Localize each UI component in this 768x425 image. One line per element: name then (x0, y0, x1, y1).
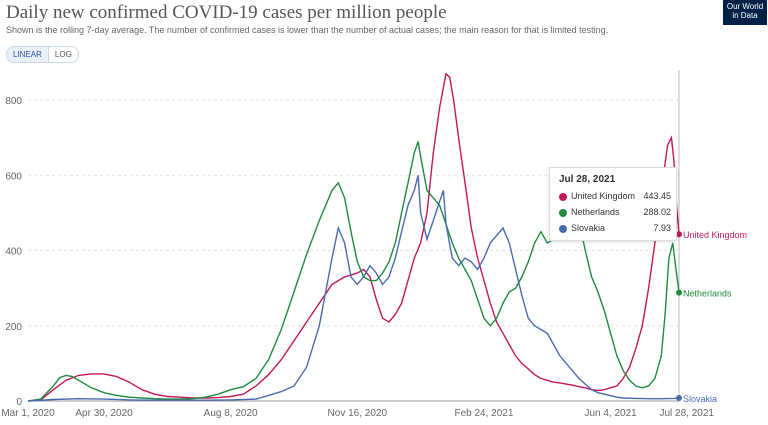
series-end-marker (676, 395, 682, 402)
series-end-marker (676, 289, 682, 296)
tooltip: Jul 28, 2021 United Kingdom 443.45 Nethe… (549, 167, 677, 241)
tooltip-date: Jul 28, 2021 (559, 174, 616, 185)
series-end-label: Slovakia (683, 394, 717, 404)
tooltip-value: 288.02 (643, 207, 671, 217)
tooltip-dot-netherlands (559, 209, 567, 217)
y-tick-label: 0 (16, 397, 22, 408)
tooltip-row-uk: United Kingdom 443.45 (559, 191, 671, 203)
tooltip-name: Slovakia (571, 223, 606, 233)
y-tick-label: 200 (5, 322, 22, 333)
log-scale-button[interactable]: LOG (54, 50, 72, 59)
x-tick-label: Aug 8, 2020 (204, 408, 258, 419)
x-tick-label: Jun 4, 2021 (584, 408, 637, 419)
series-end-marker (676, 231, 682, 238)
tooltip-row-netherlands: Netherlands 288.02 (559, 207, 671, 219)
tooltip-name: United Kingdom (571, 191, 636, 201)
series-line (27, 175, 680, 402)
chart-title: Daily new confirmed COVID-19 cases per m… (6, 2, 447, 23)
logo-line-1: Our World (726, 2, 764, 11)
linear-scale-button[interactable]: LINEAR (7, 47, 49, 62)
y-tick-label: 400 (5, 247, 22, 258)
y-tick-label: 800 (5, 96, 22, 107)
owid-logo[interactable]: Our World in Data (723, 0, 767, 25)
tooltip-dot-slovakia (559, 225, 567, 233)
series-end-label: Netherlands (683, 289, 732, 299)
chart-subtitle: Shown is the rolling 7-day average. The … (6, 25, 609, 35)
tooltip-value: 443.45 (643, 191, 671, 201)
series-line (27, 141, 680, 402)
tooltip-value: 7.93 (653, 223, 671, 233)
logo-line-2: in Data (732, 11, 758, 20)
tooltip-row-slovakia: Slovakia 7.93 (559, 223, 671, 235)
x-tick-label: Nov 16, 2020 (328, 408, 388, 419)
x-tick-label: Mar 1, 2020 (1, 408, 55, 419)
scale-toggle[interactable]: LINEAR LOG (6, 46, 79, 63)
x-tick-label: Jul 28, 2021 (660, 408, 715, 419)
series-end-label: United Kingdom (683, 230, 747, 240)
x-tick-label: Apr 30, 2020 (75, 408, 133, 419)
x-tick-label: Feb 24, 2021 (454, 408, 513, 419)
y-tick-label: 600 (5, 171, 22, 182)
tooltip-dot-uk (559, 193, 567, 201)
tooltip-name: Netherlands (571, 207, 620, 217)
